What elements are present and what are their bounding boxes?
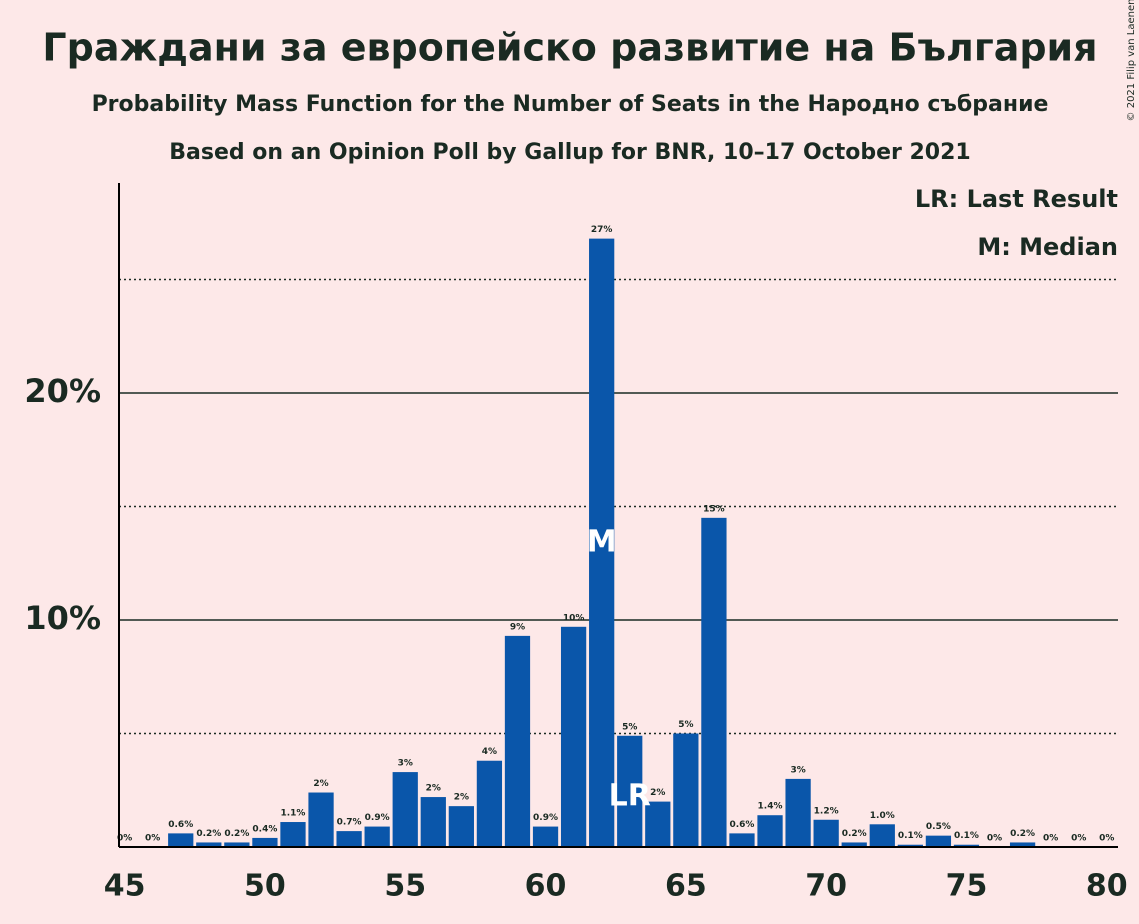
value-label: 1.2% bbox=[814, 806, 839, 816]
chart-title: Граждани за европейско развитие на Бълга… bbox=[42, 26, 1097, 70]
bar bbox=[701, 517, 727, 847]
bar bbox=[617, 735, 643, 847]
legend-entry: LR: Last Result bbox=[915, 185, 1118, 213]
value-label: 0% bbox=[1099, 834, 1114, 844]
x-tick-label: 60 bbox=[525, 869, 567, 904]
value-label: 0.1% bbox=[954, 831, 979, 841]
value-label: 5% bbox=[622, 722, 637, 732]
bar bbox=[673, 733, 699, 847]
value-label: 2% bbox=[454, 793, 469, 803]
bar bbox=[308, 792, 334, 847]
bar bbox=[1009, 842, 1036, 847]
value-label: 0.2% bbox=[842, 829, 867, 839]
value-label: 1.4% bbox=[758, 802, 783, 812]
bar bbox=[897, 844, 923, 847]
value-label: 0.5% bbox=[926, 822, 951, 832]
copyright: © 2021 Filip van Laenen bbox=[1126, 0, 1137, 121]
value-label: 0.7% bbox=[337, 818, 362, 828]
bar bbox=[757, 815, 783, 847]
bar bbox=[841, 842, 867, 847]
bar bbox=[785, 778, 811, 847]
bar bbox=[504, 635, 531, 847]
value-label: 2% bbox=[650, 788, 665, 798]
value-label: 3% bbox=[790, 765, 805, 775]
value-label: 0.9% bbox=[533, 813, 558, 823]
bar bbox=[869, 824, 895, 847]
value-label: 0% bbox=[987, 834, 1002, 844]
value-label: 9% bbox=[510, 622, 525, 632]
bar bbox=[252, 837, 278, 847]
x-tick-label: 65 bbox=[665, 869, 707, 904]
value-label: 0.9% bbox=[365, 813, 390, 823]
bar bbox=[336, 831, 362, 847]
bar bbox=[420, 797, 446, 847]
value-label: 2% bbox=[426, 784, 441, 794]
bar bbox=[813, 819, 839, 847]
value-label: 0% bbox=[117, 834, 132, 844]
value-label: 5% bbox=[678, 720, 693, 730]
annotation: M bbox=[587, 524, 617, 559]
value-label: 0.4% bbox=[252, 824, 277, 834]
subtitle: Probability Mass Function for the Number… bbox=[92, 92, 1049, 117]
x-tick-label: 55 bbox=[384, 869, 426, 904]
bar bbox=[645, 801, 671, 847]
bar bbox=[364, 826, 390, 847]
bar bbox=[280, 822, 306, 847]
x-tick-label: 45 bbox=[104, 869, 146, 904]
bar bbox=[476, 760, 503, 847]
bar bbox=[729, 833, 755, 847]
bar bbox=[560, 626, 587, 847]
value-label: 15% bbox=[703, 504, 725, 514]
bar bbox=[532, 826, 559, 847]
bar bbox=[925, 835, 952, 847]
value-label: 0.2% bbox=[196, 829, 221, 839]
value-label: 0.6% bbox=[168, 820, 193, 830]
value-label: 1.1% bbox=[280, 809, 305, 819]
value-label: 0.2% bbox=[1010, 829, 1035, 839]
x-tick-label: 80 bbox=[1086, 869, 1128, 904]
x-tick-label: 50 bbox=[244, 869, 286, 904]
annotation: LR bbox=[609, 779, 651, 814]
x-tick-label: 75 bbox=[946, 869, 988, 904]
y-tick-label: 10% bbox=[24, 599, 101, 637]
value-label: 0.6% bbox=[729, 820, 754, 830]
bar bbox=[953, 844, 980, 847]
bar bbox=[196, 842, 222, 847]
bar bbox=[224, 842, 250, 847]
value-label: 27% bbox=[591, 225, 613, 235]
bar bbox=[448, 806, 474, 847]
value-label: 0% bbox=[1071, 834, 1086, 844]
value-label: 0.1% bbox=[898, 831, 923, 841]
value-label: 4% bbox=[482, 747, 497, 757]
value-label: 3% bbox=[398, 759, 413, 769]
bar bbox=[392, 772, 418, 847]
value-label: 1.0% bbox=[870, 811, 895, 821]
y-tick-label: 20% bbox=[24, 372, 101, 410]
legend-entry: M: Median bbox=[977, 233, 1118, 261]
value-label: 0% bbox=[1043, 834, 1058, 844]
bar bbox=[168, 833, 194, 847]
x-tick-label: 70 bbox=[805, 869, 847, 904]
value-label: 0.2% bbox=[224, 829, 249, 839]
value-label: 10% bbox=[563, 613, 585, 623]
bar bbox=[589, 238, 615, 848]
value-label: 0% bbox=[145, 834, 160, 844]
subtitle: Based on an Opinion Poll by Gallup for B… bbox=[169, 140, 970, 165]
value-label: 2% bbox=[313, 779, 328, 789]
